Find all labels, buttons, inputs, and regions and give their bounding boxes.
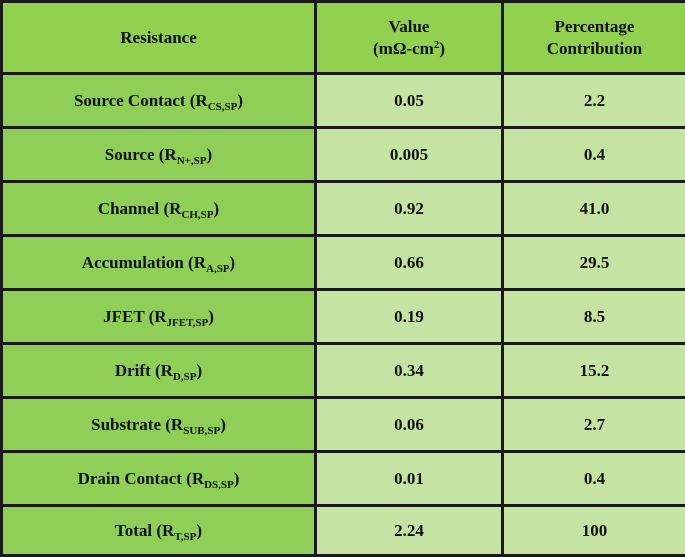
resistance-name: Source Contact (R [74, 91, 208, 110]
resistance-name: Channel (R [98, 199, 182, 218]
resistance-name: JFET (R [103, 307, 166, 326]
percentage-cell: 0.4 [503, 452, 685, 506]
resistance-subscript: A,SP [206, 263, 230, 275]
value-cell: 0.05 [316, 74, 503, 128]
percentage-cell: 2.7 [503, 398, 685, 452]
value-cell: 0.66 [316, 236, 503, 290]
header-value-unit: (mΩ-cm2) [321, 38, 497, 60]
resistance-name-cell: Accumulation (RA,SP) [2, 236, 316, 290]
unit-suffix: ) [439, 39, 445, 58]
percentage-cell: 15.2 [503, 344, 685, 398]
header-resistance: Resistance [2, 2, 316, 74]
value-cell: 2.24 [316, 506, 503, 556]
percentage-cell: 29.5 [503, 236, 685, 290]
resistance-close-paren: ) [196, 361, 202, 380]
resistance-name-cell: Substrate (RSUB,SP) [2, 398, 316, 452]
resistance-subscript: N+,SP [177, 155, 207, 167]
value-cell: 0.005 [316, 128, 503, 182]
resistance-close-paren: ) [230, 253, 236, 272]
resistance-name-cell: Source Contact (RCS,SP) [2, 74, 316, 128]
header-value-label: Value [321, 16, 497, 38]
resistance-close-paren: ) [207, 145, 213, 164]
percentage-cell: 8.5 [503, 290, 685, 344]
value-cell: 0.34 [316, 344, 503, 398]
resistance-subscript: CH,SP [181, 209, 213, 221]
resistance-name-cell: Drain Contact (RDS,SP) [2, 452, 316, 506]
percentage-cell: 2.2 [503, 74, 685, 128]
resistance-subscript: CS,SP [208, 101, 238, 113]
header-value: Value (mΩ-cm2) [316, 2, 503, 74]
resistance-name: Source (R [105, 145, 177, 164]
resistance-name: Drift (R [115, 361, 173, 380]
resistance-subscript: DS,SP [204, 479, 234, 491]
resistance-name: Substrate (R [91, 415, 183, 434]
unit-prefix: (mΩ-cm [373, 39, 434, 58]
resistance-close-paren: ) [208, 307, 214, 326]
resistance-name-cell: Total (RT,SP) [2, 506, 316, 556]
percentage-cell: 0.4 [503, 128, 685, 182]
header-percentage: Percentage Contribution [503, 2, 685, 74]
header-percentage-line1: Percentage [508, 16, 681, 38]
resistance-subscript: SUB,SP [183, 425, 220, 437]
resistance-subscript: D,SP [173, 371, 197, 383]
value-cell: 0.06 [316, 398, 503, 452]
resistance-name-cell: Drift (RD,SP) [2, 344, 316, 398]
resistance-name: Accumulation (R [82, 253, 206, 272]
resistance-name: Total (R [115, 521, 174, 540]
resistance-close-paren: ) [220, 415, 226, 434]
value-cell: 0.92 [316, 182, 503, 236]
resistance-close-paren: ) [237, 91, 243, 110]
resistance-close-paren: ) [214, 199, 220, 218]
resistance-subscript: T,SP [174, 531, 196, 543]
resistance-name-cell: Source (RN+,SP) [2, 128, 316, 182]
resistance-close-paren: ) [196, 521, 202, 540]
header-resistance-label: Resistance [120, 28, 196, 47]
resistance-close-paren: ) [234, 469, 240, 488]
header-row: Resistance Value (mΩ-cm2) Percentage Con… [2, 2, 685, 74]
resistance-subscript: JFET,SP [167, 317, 209, 329]
percentage-cell: 41.0 [503, 182, 685, 236]
header-percentage-line2: Contribution [508, 38, 681, 60]
resistance-name-cell: JFET (RJFET,SP) [2, 290, 316, 344]
resistance-name: Drain Contact (R [78, 469, 205, 488]
value-cell: 0.19 [316, 290, 503, 344]
value-cell: 0.01 [316, 452, 503, 506]
resistance-name-cell: Channel (RCH,SP) [2, 182, 316, 236]
percentage-cell: 100 [503, 506, 685, 556]
